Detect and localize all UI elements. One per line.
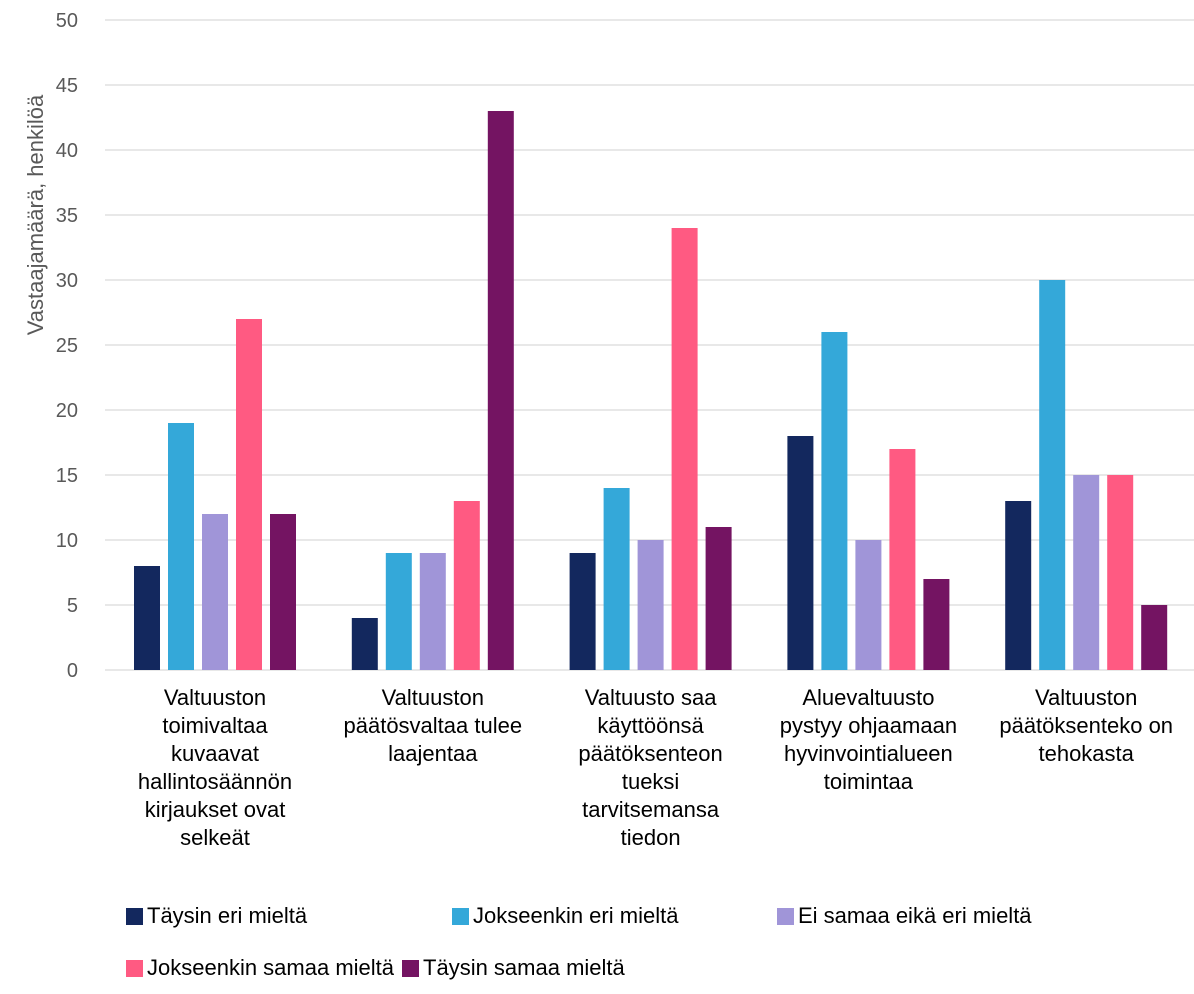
legend-row-2: Jokseenkin samaa mieltä Täysin samaa mie… xyxy=(126,942,1126,994)
legend-item-jokseenkin-eri: Jokseenkin eri mieltä xyxy=(452,903,777,929)
bar xyxy=(569,553,596,670)
bar xyxy=(419,553,446,670)
bar xyxy=(236,319,262,670)
x-axis-categories: Valtuuston toimivaltaa kuvaavat hallintosää… xyxy=(138,685,1173,850)
x-category-line: tehokasta xyxy=(1038,741,1134,766)
y-tick-label: 25 xyxy=(56,335,78,357)
bar xyxy=(889,449,916,670)
x-category-label: Aluevaltuusto pystyy ohjaamaan hyvinvointi… xyxy=(780,685,957,794)
bar xyxy=(671,228,698,670)
x-category-line: laajentaa xyxy=(388,741,478,766)
legend-label: Jokseenkin eri mieltä xyxy=(473,903,679,928)
x-category-line: Valtuuston xyxy=(164,685,266,710)
bar xyxy=(351,618,378,670)
bar xyxy=(637,540,664,670)
legend-label: Ei samaa eikä eri mieltä xyxy=(798,903,1032,928)
legend-item-taysin-samaa: Täysin samaa mieltä xyxy=(402,955,625,981)
x-category-line: selkeät xyxy=(180,825,250,850)
y-tick-label: 40 xyxy=(56,140,78,162)
y-tick-label: 45 xyxy=(56,75,78,97)
legend-item-ei-samaa-eika-eri: Ei samaa eikä eri mieltä xyxy=(777,903,1032,929)
bar xyxy=(1039,280,1066,670)
bar xyxy=(1073,475,1100,670)
bar xyxy=(855,540,882,670)
y-tick-label: 35 xyxy=(56,205,78,227)
x-category-line: toimintaa xyxy=(824,769,914,794)
bar xyxy=(1107,475,1134,670)
x-category-line: kirjaukset ovat xyxy=(145,797,286,822)
x-category-line: käyttöönsä xyxy=(597,713,704,738)
x-category-line: hyvinvointialueen xyxy=(784,741,953,766)
bar xyxy=(270,514,296,670)
bar xyxy=(1141,605,1168,670)
legend-label: Täysin samaa mieltä xyxy=(423,955,625,980)
x-category-line: päätösvaltaa tulee xyxy=(344,713,523,738)
y-tick-label: 0 xyxy=(67,660,78,682)
legend-item-jokseenkin-samaa: Jokseenkin samaa mieltä xyxy=(126,955,394,981)
bar xyxy=(168,423,194,670)
legend-label: Täysin eri mieltä xyxy=(147,903,308,928)
legend-label: Jokseenkin samaa mieltä xyxy=(147,955,395,980)
x-category-line: päätöksenteko on xyxy=(999,713,1173,738)
y-tick-label: 5 xyxy=(67,595,78,617)
bar xyxy=(453,501,480,670)
bar xyxy=(821,332,848,670)
y-axis-ticks: 0 5 10 15 20 25 30 35 40 45 50 xyxy=(56,10,78,682)
y-tick-label: 30 xyxy=(56,270,78,292)
x-category-line: Valtuusto saa xyxy=(585,685,717,710)
legend-item-taysin-eri: Täysin eri mieltä xyxy=(126,903,452,929)
y-axis-label: Vastaajamäärä, henkilöä xyxy=(23,94,48,335)
bar xyxy=(487,111,514,670)
bar xyxy=(134,566,160,670)
y-tick-label: 10 xyxy=(56,530,78,552)
legend-swatch xyxy=(402,959,420,977)
x-category-line: tueksi xyxy=(622,769,679,794)
legend-swatch xyxy=(452,907,469,925)
x-category-line: toimivaltaa xyxy=(162,713,268,738)
legend-row-1: Täysin eri mieltä Jokseenkin eri mieltä … xyxy=(126,890,1126,942)
legend-swatch xyxy=(126,907,143,925)
y-tick-label: 50 xyxy=(56,10,78,32)
legend: Täysin eri mieltä Jokseenkin eri mieltä … xyxy=(126,890,1126,994)
x-category-line: tarvitsemansa xyxy=(582,797,720,822)
bar-chart: 0 5 10 15 20 25 30 35 40 45 50 Valtuuston toimivalt… xyxy=(23,10,1194,850)
y-tick-label: 20 xyxy=(56,400,78,422)
bar xyxy=(923,579,950,670)
x-category-label: Valtuuston päätöksenteko on tehokasta xyxy=(999,685,1173,766)
x-category-label: Valtuuston päätösvaltaa tulee laajentaa xyxy=(344,685,523,766)
x-category-line: Aluevaltuusto xyxy=(802,685,934,710)
bar xyxy=(385,553,412,670)
bar xyxy=(705,527,732,670)
bar xyxy=(603,488,630,670)
x-category-label: Valtuusto saa käyttöönsä päätöksenteon tuek… xyxy=(578,685,722,850)
x-category-line: kuvaavat xyxy=(171,741,259,766)
bar xyxy=(1005,501,1032,670)
y-tick-label: 15 xyxy=(56,465,78,487)
legend-swatch xyxy=(777,907,794,925)
x-category-line: päätöksenteon xyxy=(578,741,722,766)
bars xyxy=(134,111,1168,670)
x-category-line: hallintosäännön xyxy=(138,769,292,794)
x-category-line: pystyy ohjaamaan xyxy=(780,713,957,738)
x-category-line: Valtuuston xyxy=(1035,685,1137,710)
legend-swatch xyxy=(126,959,143,977)
x-category-line: tiedon xyxy=(621,825,681,850)
x-category-label: Valtuuston toimivaltaa kuvaavat hallintosää… xyxy=(138,685,292,850)
x-category-line: Valtuuston xyxy=(382,685,484,710)
bar xyxy=(202,514,228,670)
bar xyxy=(787,436,814,670)
